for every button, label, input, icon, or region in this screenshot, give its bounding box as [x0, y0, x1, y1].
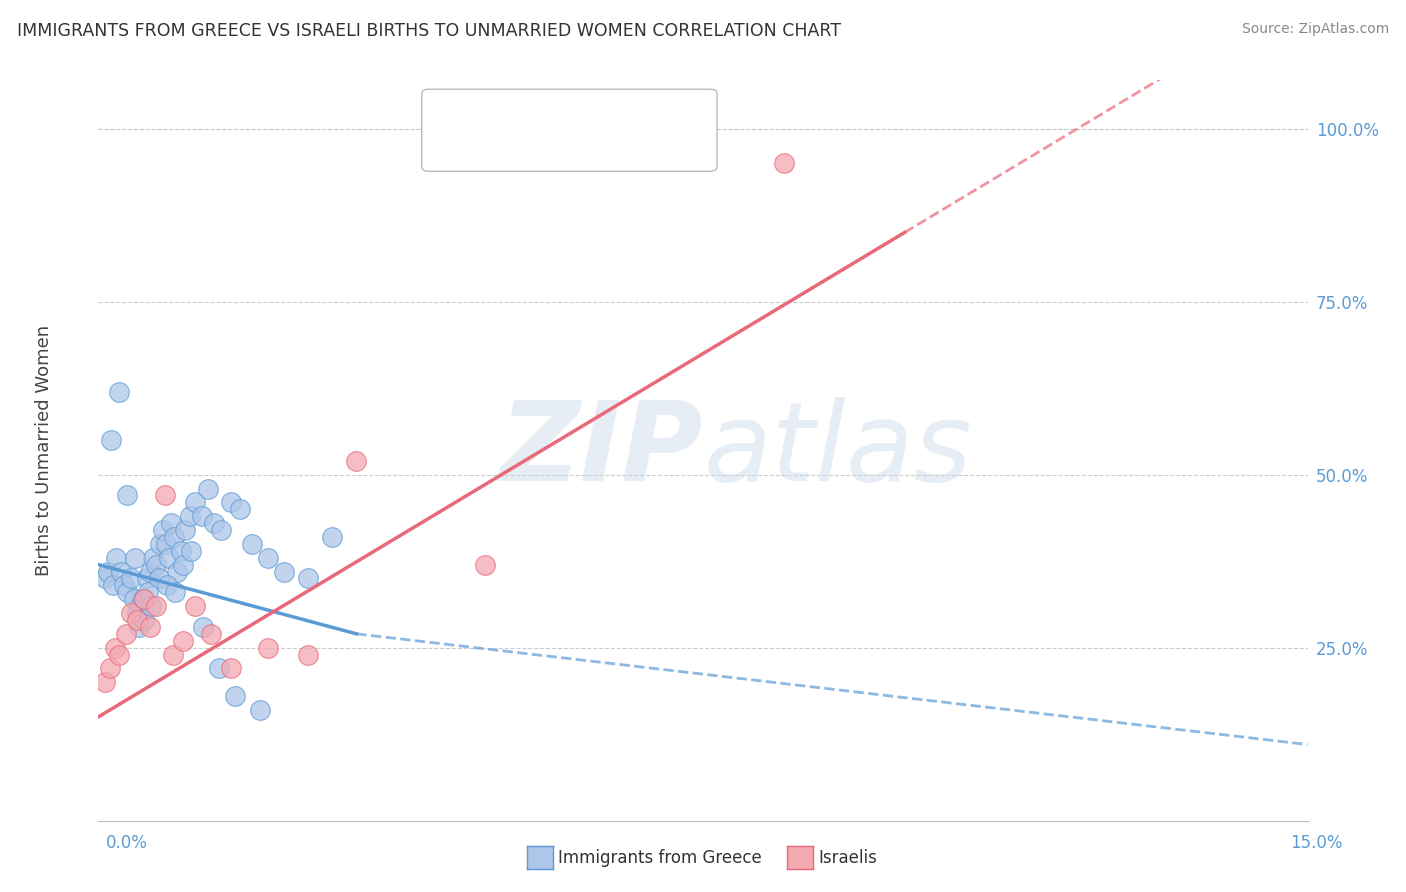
Point: [148, 572, 170, 586]
Point: [256, 550, 278, 565]
Point: [180, 543, 202, 558]
Point: [120, 606, 142, 620]
Point: [184, 495, 207, 509]
Point: [204, 516, 226, 530]
Point: [297, 572, 319, 586]
Text: Births to Unmarried Women: Births to Unmarried Women: [35, 325, 53, 576]
Point: [209, 523, 232, 537]
Point: [474, 558, 496, 572]
Text: N =: N =: [574, 134, 626, 152]
Point: [321, 530, 343, 544]
Text: 0.528: 0.528: [524, 112, 582, 129]
Point: [120, 572, 142, 586]
Text: Israelis: Israelis: [818, 849, 877, 867]
Point: [145, 558, 167, 572]
Point: [138, 585, 160, 599]
Text: R =: R =: [482, 134, 522, 152]
Point: [110, 565, 132, 579]
Point: [108, 648, 131, 662]
Point: [179, 509, 201, 524]
Point: [193, 620, 215, 634]
Point: [197, 482, 219, 496]
Point: [127, 613, 149, 627]
Point: [129, 599, 152, 614]
Point: [240, 537, 263, 551]
Point: [139, 620, 162, 634]
Point: [135, 572, 157, 586]
Point: [101, 578, 124, 592]
Point: [249, 703, 271, 717]
Point: [139, 599, 162, 614]
Point: [115, 488, 138, 502]
Point: [190, 509, 212, 524]
Point: [200, 627, 222, 641]
Point: [157, 550, 180, 565]
Point: [153, 488, 176, 502]
Text: atlas: atlas: [703, 397, 972, 504]
Point: [166, 565, 188, 579]
Point: [221, 661, 243, 675]
Point: [149, 537, 172, 551]
Point: [256, 640, 278, 655]
Point: [344, 454, 367, 468]
Point: [174, 523, 197, 537]
Text: -0.107: -0.107: [522, 134, 586, 152]
Point: [772, 156, 794, 170]
Point: [219, 495, 242, 509]
Point: [163, 530, 186, 544]
Point: [152, 523, 174, 537]
Text: Source: ZipAtlas.com: Source: ZipAtlas.com: [1241, 22, 1389, 37]
Point: [155, 537, 177, 551]
Point: [145, 599, 167, 614]
Text: N =: N =: [574, 112, 626, 129]
Point: [169, 543, 191, 558]
Point: [139, 565, 162, 579]
Point: [172, 558, 194, 572]
Text: IMMIGRANTS FROM GREECE VS ISRAELI BIRTHS TO UNMARRIED WOMEN CORRELATION CHART: IMMIGRANTS FROM GREECE VS ISRAELI BIRTHS…: [17, 22, 841, 40]
Point: [132, 592, 155, 607]
Point: [98, 661, 121, 675]
Point: [184, 599, 207, 614]
Point: [160, 516, 183, 530]
Text: 0.0%: 0.0%: [105, 834, 148, 852]
Point: [107, 384, 129, 399]
Point: [163, 585, 186, 599]
Point: [114, 627, 136, 641]
Point: [103, 640, 125, 655]
Point: [156, 578, 179, 592]
Point: [172, 633, 194, 648]
Point: [128, 620, 150, 634]
Point: [229, 502, 252, 516]
Text: R =: R =: [482, 112, 527, 129]
Point: [142, 550, 165, 565]
Point: [132, 592, 155, 607]
Text: 15.0%: 15.0%: [1291, 834, 1343, 852]
Point: [297, 648, 319, 662]
Text: 55: 55: [613, 134, 638, 152]
Text: ZIP: ZIP: [499, 397, 703, 504]
Point: [132, 613, 155, 627]
Point: [124, 550, 146, 565]
Point: [100, 433, 122, 447]
Point: [122, 592, 145, 607]
Point: [97, 565, 120, 579]
Point: [94, 572, 117, 586]
Point: [94, 675, 117, 690]
Point: [117, 585, 139, 599]
Point: [162, 648, 184, 662]
Point: [208, 661, 231, 675]
Point: [224, 689, 246, 703]
Point: [273, 565, 295, 579]
Point: [105, 550, 128, 565]
Point: [127, 606, 149, 620]
Text: Immigrants from Greece: Immigrants from Greece: [558, 849, 762, 867]
Point: [112, 578, 135, 592]
Text: 21: 21: [613, 112, 638, 129]
